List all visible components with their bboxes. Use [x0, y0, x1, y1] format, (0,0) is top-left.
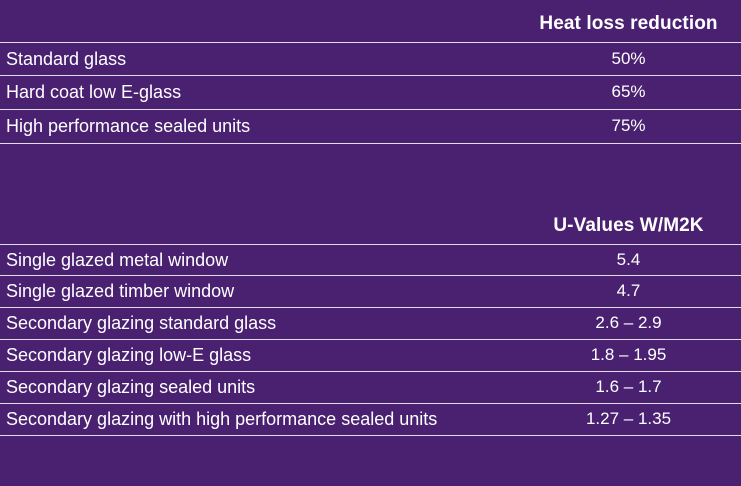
heat-loss-header-row: Heat loss reduction	[0, 6, 741, 42]
row-label: High performance sealed units	[6, 116, 251, 136]
table-row: Secondary glazing with high performance …	[0, 404, 741, 436]
row-label: Secondary glazing standard glass	[6, 313, 277, 333]
row-label: Single glazed metal window	[6, 250, 229, 270]
row-value: 50%	[611, 49, 646, 68]
row-value: 5.4	[616, 250, 641, 269]
heat-loss-table: Heat loss reduction Standard glass 50% H…	[0, 6, 741, 144]
table-row: Secondary glazing low-E glass 1.8 – 1.95	[0, 340, 741, 372]
table-row: Secondary glazing sealed units 1.6 – 1.7	[0, 372, 741, 404]
row-value: 1.27 – 1.35	[585, 409, 672, 428]
row-label: Secondary glazing sealed units	[6, 377, 256, 397]
table-row: Standard glass 50%	[0, 42, 741, 76]
row-label: Single glazed timber window	[6, 281, 235, 301]
row-value: 1.6 – 1.7	[595, 377, 662, 396]
table-row: Hard coat low E-glass 65%	[0, 76, 741, 110]
heat-loss-column-header: Heat loss reduction	[539, 13, 718, 34]
table-row: High performance sealed units 75%	[0, 110, 741, 144]
row-value: 2.6 – 2.9	[595, 313, 662, 332]
u-values-table: U-Values W/M2K Single glazed metal windo…	[0, 208, 741, 436]
table-row: Secondary glazing standard glass 2.6 – 2…	[0, 308, 741, 340]
u-values-rows: Single glazed metal window 5.4 Single gl…	[0, 244, 741, 436]
row-label: Standard glass	[6, 49, 127, 69]
row-label: Secondary glazing with high performance …	[6, 409, 438, 429]
row-value: 75%	[611, 116, 646, 135]
row-value: 4.7	[616, 281, 641, 300]
row-label: Hard coat low E-glass	[6, 82, 182, 102]
row-value: 1.8 – 1.95	[590, 345, 667, 364]
table-row: Single glazed timber window 4.7	[0, 276, 741, 308]
u-values-column-header: U-Values W/M2K	[553, 215, 704, 236]
u-values-header-row: U-Values W/M2K	[0, 208, 741, 244]
row-value: 65%	[611, 82, 646, 101]
row-label: Secondary glazing low-E glass	[6, 345, 252, 365]
heat-loss-rows: Standard glass 50% Hard coat low E-glass…	[0, 42, 741, 144]
table-row: Single glazed metal window 5.4	[0, 244, 741, 276]
